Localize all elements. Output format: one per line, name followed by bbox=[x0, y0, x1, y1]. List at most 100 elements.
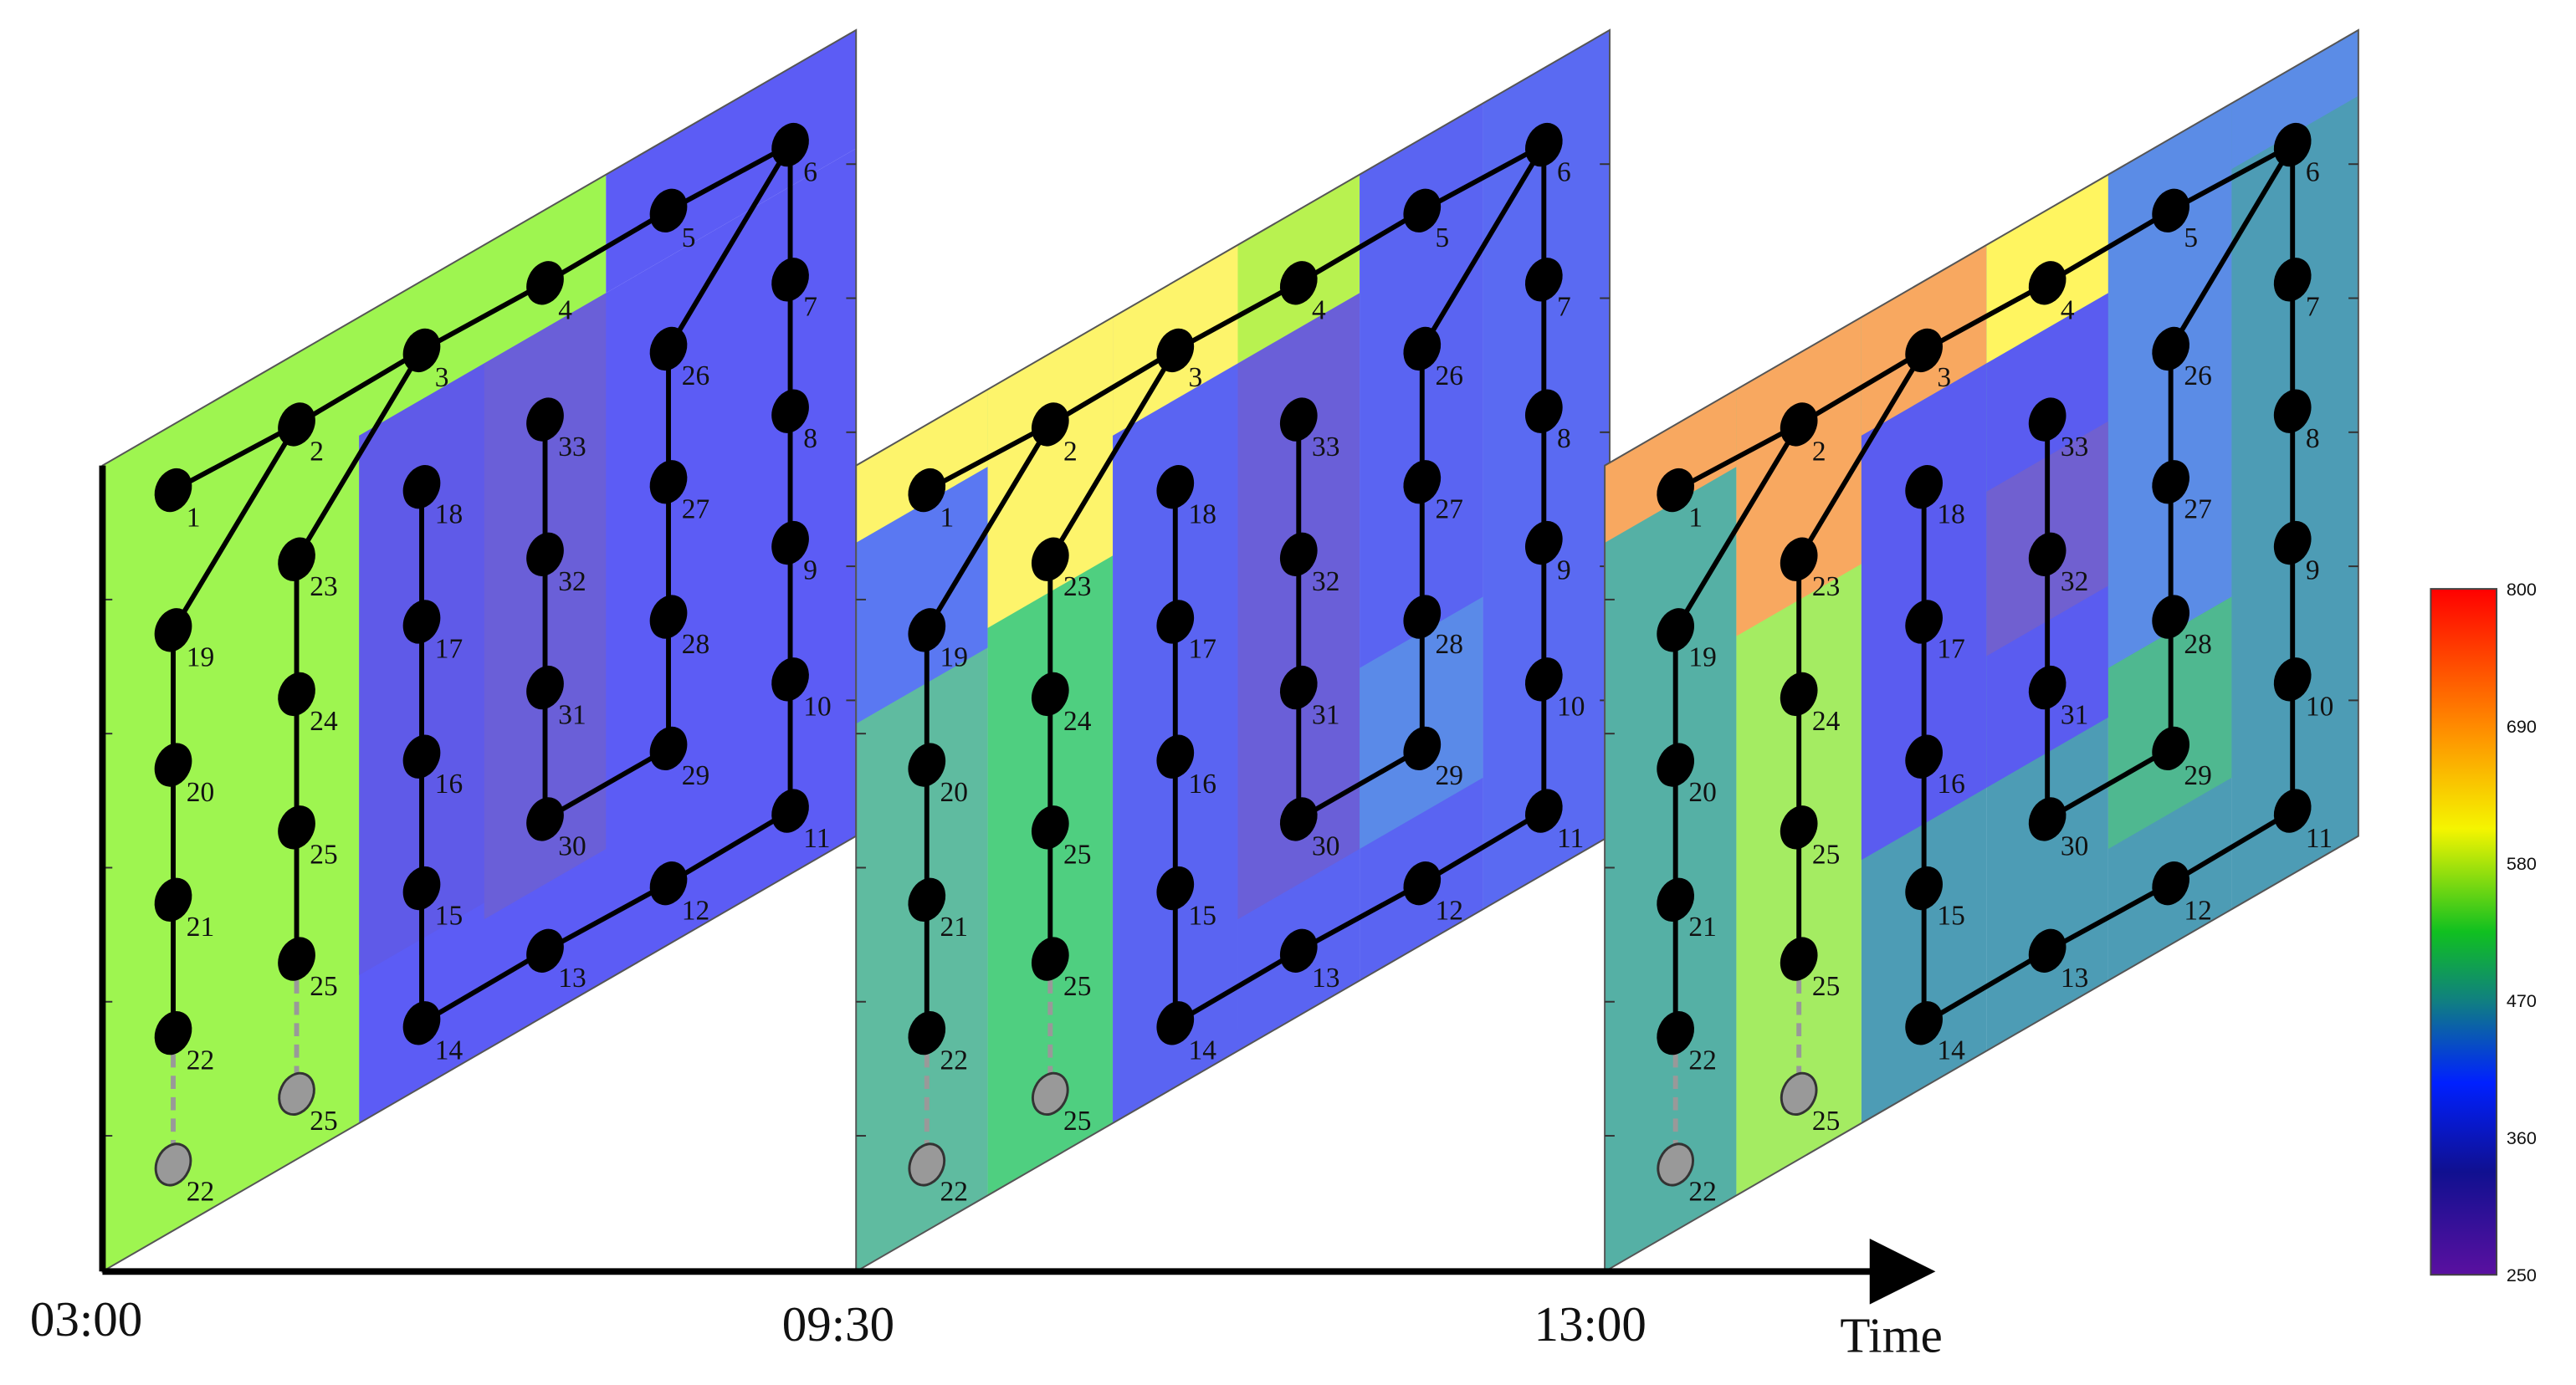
node bbox=[649, 326, 688, 371]
node bbox=[1657, 877, 1694, 922]
node bbox=[154, 1142, 192, 1187]
node-label: 20 bbox=[1688, 777, 1716, 808]
link bbox=[1297, 881, 1424, 953]
node bbox=[1780, 1071, 1818, 1116]
node-label: 1 bbox=[187, 502, 201, 533]
node-label: 30 bbox=[1312, 831, 1339, 862]
link bbox=[925, 422, 1052, 493]
node-label: 25 bbox=[1063, 971, 1091, 1002]
node bbox=[1525, 258, 1563, 302]
node-label: 22 bbox=[1688, 1045, 1716, 1076]
node-label: 11 bbox=[803, 823, 830, 854]
node bbox=[1403, 595, 1442, 639]
link bbox=[544, 746, 670, 821]
link bbox=[1048, 348, 1177, 427]
node-label: 7 bbox=[2306, 292, 2320, 323]
node bbox=[1780, 672, 1818, 717]
node-label: 22 bbox=[187, 1045, 214, 1076]
node-label: 29 bbox=[1436, 760, 1463, 791]
link bbox=[1797, 348, 1926, 427]
node-label: 14 bbox=[1937, 1035, 1965, 1066]
link bbox=[2169, 809, 2294, 886]
link bbox=[1421, 809, 1545, 886]
node bbox=[1525, 657, 1563, 702]
node-label: 10 bbox=[803, 692, 831, 723]
node-label: 31 bbox=[1312, 699, 1339, 730]
colorbar bbox=[2430, 588, 2498, 1276]
node-label: 25 bbox=[1063, 840, 1091, 871]
node-label: 28 bbox=[682, 629, 709, 660]
node bbox=[2273, 389, 2312, 433]
node bbox=[2152, 861, 2189, 906]
node-label: 23 bbox=[310, 571, 337, 602]
node bbox=[1156, 866, 1195, 911]
colorbar-tick-label: 800 bbox=[2507, 579, 2537, 600]
node bbox=[2273, 258, 2312, 302]
link bbox=[666, 143, 793, 350]
node bbox=[1403, 326, 1442, 371]
node-label: 19 bbox=[1688, 642, 1716, 673]
node bbox=[526, 261, 564, 305]
node-label: 19 bbox=[187, 642, 214, 673]
node-label: 2 bbox=[1063, 437, 1078, 468]
time-tick-label: 13:00 bbox=[1534, 1296, 1646, 1352]
node bbox=[1525, 122, 1563, 167]
link bbox=[2046, 746, 2173, 821]
node-label: 3 bbox=[1937, 362, 1951, 393]
node-label: 16 bbox=[1189, 769, 1216, 800]
node bbox=[402, 866, 441, 911]
node bbox=[402, 600, 441, 644]
node bbox=[1279, 797, 1318, 841]
link bbox=[1297, 208, 1424, 285]
node bbox=[1279, 666, 1318, 710]
node-label: 23 bbox=[1063, 571, 1091, 602]
region bbox=[1605, 389, 1737, 544]
node-label: 6 bbox=[2306, 156, 2320, 187]
node bbox=[526, 532, 564, 576]
link bbox=[420, 948, 547, 1025]
node-label: 9 bbox=[2306, 555, 2320, 585]
node-label: 22 bbox=[940, 1045, 968, 1076]
node bbox=[1780, 402, 1818, 447]
node-label: 31 bbox=[2061, 699, 2088, 730]
node-label: 29 bbox=[2184, 760, 2211, 791]
link bbox=[1923, 948, 2049, 1025]
node-label: 15 bbox=[1189, 900, 1216, 931]
node-label: 33 bbox=[2061, 432, 2088, 463]
node-label: 19 bbox=[940, 642, 968, 673]
node-label: 6 bbox=[803, 156, 817, 187]
node bbox=[771, 657, 809, 702]
node bbox=[1657, 743, 1694, 787]
node-label: 24 bbox=[1812, 706, 1841, 737]
node-label: 12 bbox=[682, 895, 709, 926]
node-label: 14 bbox=[435, 1035, 463, 1066]
panel: 1234567891011121314151617181920212223242… bbox=[855, 28, 1611, 1273]
colorbar-tick-label: 470 bbox=[2507, 990, 2537, 1011]
node bbox=[1279, 397, 1318, 442]
link bbox=[1174, 280, 1300, 353]
node-label: 21 bbox=[940, 912, 968, 943]
link bbox=[2046, 881, 2173, 953]
node-label: 2 bbox=[1812, 437, 1826, 468]
node-label: 17 bbox=[1189, 634, 1216, 665]
node-label: 22 bbox=[940, 1177, 968, 1208]
link bbox=[295, 348, 423, 427]
node-label: 17 bbox=[1937, 634, 1964, 665]
region bbox=[987, 317, 1114, 628]
node-label: 7 bbox=[803, 292, 817, 323]
link bbox=[1674, 422, 1800, 493]
node bbox=[402, 328, 441, 373]
link bbox=[667, 142, 791, 213]
node bbox=[1905, 734, 1943, 779]
node bbox=[771, 520, 809, 565]
node bbox=[1403, 460, 1442, 504]
node bbox=[278, 937, 315, 981]
node bbox=[278, 805, 315, 850]
node-label: 28 bbox=[1436, 629, 1463, 660]
node-label: 27 bbox=[682, 494, 709, 525]
node bbox=[2152, 460, 2189, 504]
node-label: 32 bbox=[1312, 566, 1339, 597]
node-label: 25 bbox=[310, 971, 337, 1002]
node bbox=[2152, 188, 2189, 233]
